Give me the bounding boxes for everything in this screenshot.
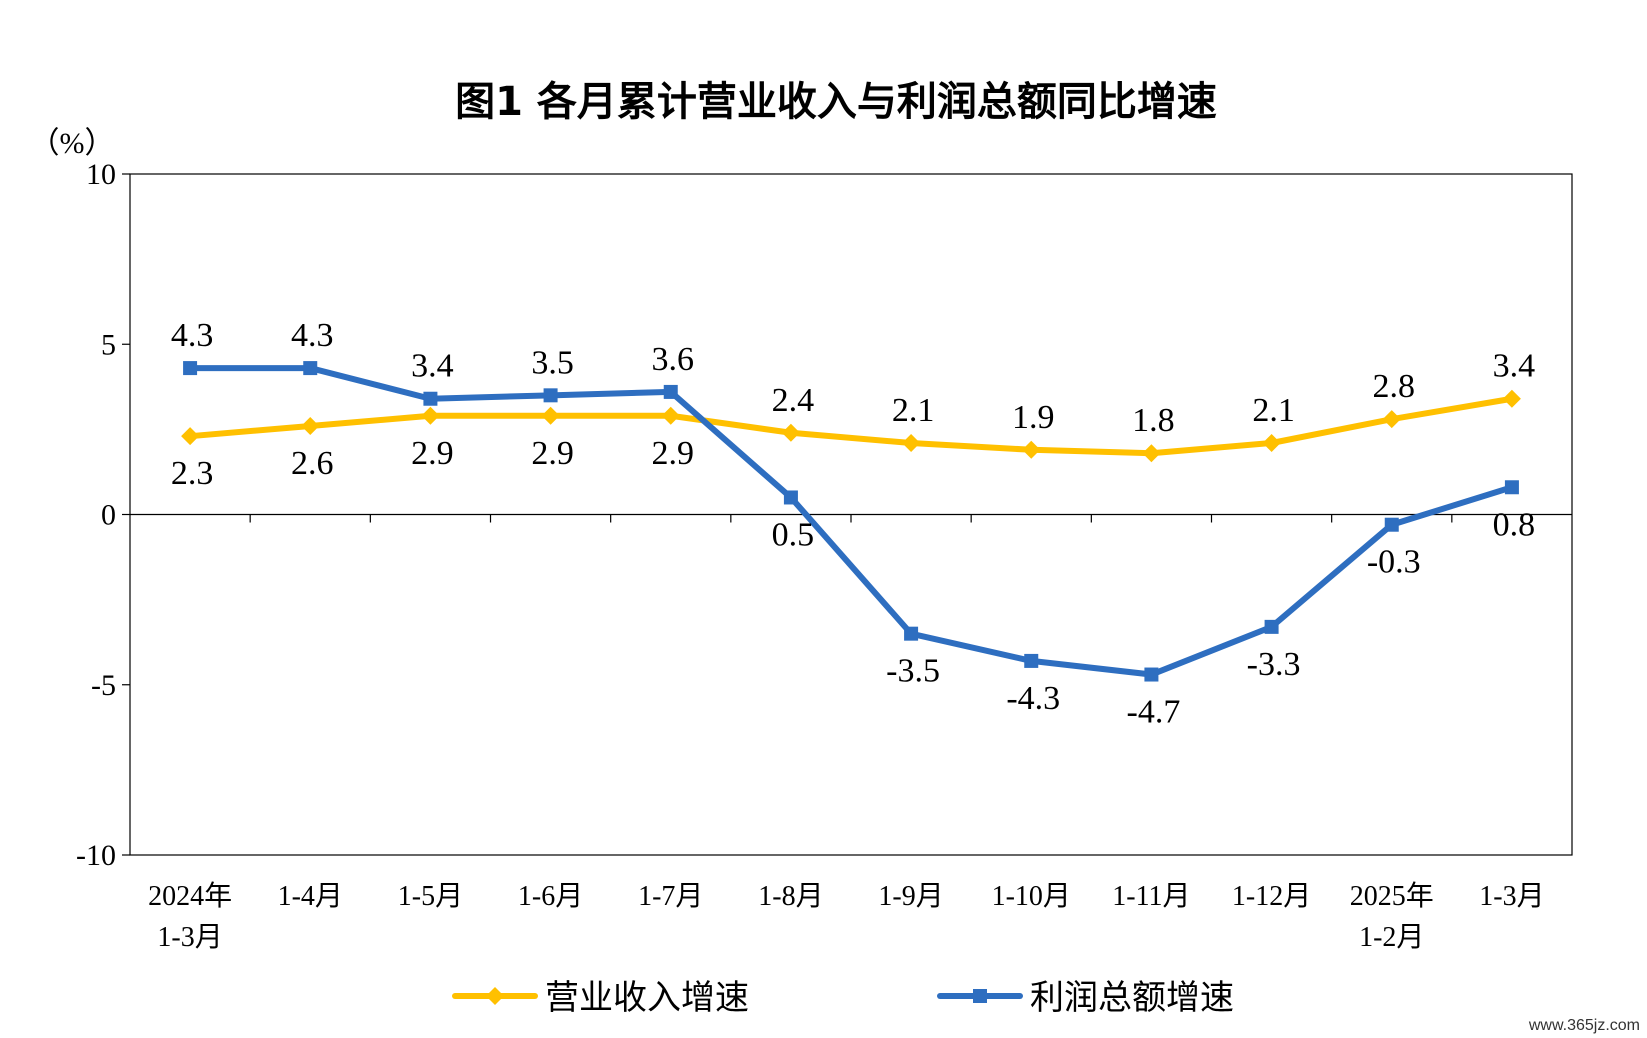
data-point-square	[1504, 480, 1519, 495]
data-point-square	[1264, 619, 1279, 634]
data-label: -4.3	[1006, 680, 1060, 717]
data-point-square	[423, 391, 438, 406]
plot-area: 10 5 0 -5 -10 2024年 1-3月 1-4月 1-5月 1-6月 1-7月 1-8月 1-…	[76, 158, 1573, 953]
data-point-square	[1384, 517, 1399, 532]
y-tick-label: -5	[91, 669, 116, 702]
data-point-diamond	[902, 433, 921, 452]
data-label: 2.9	[652, 435, 695, 472]
data-label: -3.3	[1247, 646, 1301, 683]
data-label: 2.4	[772, 382, 815, 419]
data-label: 3.5	[531, 344, 574, 381]
series-line-1	[187, 395, 1515, 457]
data-point-diamond	[1262, 433, 1281, 452]
x-category-label: 2025年	[1350, 880, 1434, 912]
data-label: 2.3	[171, 455, 214, 492]
x-category-label: 1-3月	[157, 922, 222, 953]
data-label: 0.8	[1493, 506, 1536, 543]
legend-label-2: 利润总额增速	[1030, 978, 1234, 1018]
x-category-label: 1-8月	[758, 881, 823, 912]
legend-label-1: 营业收入增速	[545, 978, 749, 1018]
watermark-text: www.365jz.com	[1528, 1017, 1640, 1034]
data-point-diamond	[1502, 389, 1521, 408]
data-label: 1.9	[1012, 399, 1055, 436]
x-category-label: 1-7月	[638, 881, 703, 912]
data-point-diamond	[781, 423, 800, 442]
x-category-label: 1-5月	[398, 881, 463, 912]
data-point-diamond	[181, 427, 200, 446]
data-label: 2.6	[291, 445, 334, 482]
x-category-label: 2024年	[148, 880, 232, 912]
x-category-label: 1-12月	[1232, 881, 1311, 912]
data-label: 4.3	[171, 317, 214, 354]
data-label: 2.1	[1252, 392, 1295, 429]
legend-marker-square	[973, 989, 987, 1003]
data-label: -3.5	[886, 653, 940, 690]
x-category-label: 1-9月	[878, 881, 943, 912]
data-point-diamond	[541, 406, 560, 425]
data-label: 2.1	[892, 392, 935, 429]
data-label: 2.9	[531, 435, 574, 472]
data-point-diamond	[301, 416, 320, 435]
data-point-square	[783, 490, 798, 505]
legend: 营业收入增速 利润总额增速	[452, 978, 1234, 1018]
data-point-square	[183, 361, 198, 376]
data-point-diamond	[1022, 440, 1041, 459]
data-point-diamond	[1142, 444, 1161, 463]
chart-title: 图1 各月累计营业收入与利润总额同比增速	[455, 79, 1217, 125]
y-axis-unit-label: （%）	[30, 127, 115, 160]
y-tick-label: 0	[101, 499, 116, 532]
data-point-square	[663, 384, 678, 399]
x-category-label: 1-11月	[1112, 881, 1190, 912]
data-point-square	[303, 361, 318, 376]
x-category-label: 1-4月	[278, 881, 343, 912]
data-label: 4.3	[291, 317, 334, 354]
data-point-diamond	[421, 406, 440, 425]
data-label: 2.8	[1373, 368, 1416, 405]
y-tick-label: 10	[86, 158, 116, 191]
x-category-label: 1-10月	[992, 881, 1071, 912]
x-category-label: 1-2月	[1359, 922, 1424, 953]
data-label: 2.9	[411, 435, 454, 472]
data-label: 0.5	[772, 516, 815, 553]
data-point-square	[904, 626, 919, 641]
y-tick-label: 5	[101, 328, 116, 361]
data-label: 3.4	[1493, 348, 1536, 385]
legend-marker-diamond	[486, 987, 504, 1005]
data-point-diamond	[661, 406, 680, 425]
data-label: 1.8	[1132, 402, 1175, 439]
x-category-label: 1-3月	[1479, 881, 1544, 912]
data-point-square	[543, 388, 558, 403]
data-label: 3.4	[411, 348, 454, 385]
y-tick-label: -10	[76, 839, 116, 872]
data-point-square	[1024, 653, 1039, 668]
x-category-label: 1-6月	[518, 881, 583, 912]
data-point-square	[1144, 667, 1159, 682]
series-line-2	[187, 365, 1515, 678]
data-label: -0.3	[1367, 544, 1421, 581]
data-point-diamond	[1382, 410, 1401, 429]
data-label: -4.7	[1127, 694, 1181, 731]
data-label: 3.6	[652, 341, 695, 378]
